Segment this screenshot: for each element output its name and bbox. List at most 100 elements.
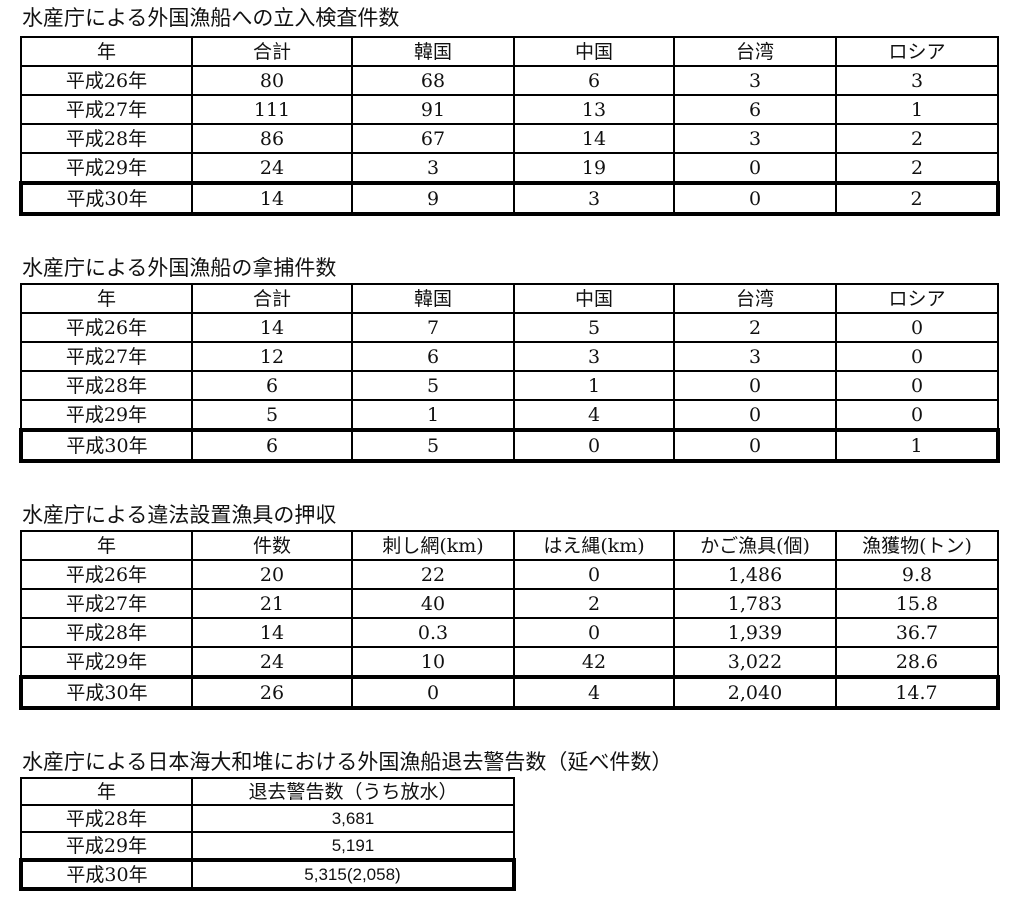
- year-cell: 平成26年: [20, 559, 193, 590]
- column-header: 年: [20, 777, 193, 806]
- value-cell: 3: [513, 341, 675, 372]
- value-cell: 28.6: [835, 646, 999, 678]
- value-cell: 68: [351, 65, 515, 96]
- value-cell: 3: [835, 65, 999, 96]
- table-row: 平成30年 26 0 4 2,040 14.7: [19, 675, 1000, 710]
- value-cell: 2: [835, 181, 1000, 216]
- value-cell: 1: [835, 428, 1000, 463]
- data-table: 年合計 韓国 中国 台湾 ロシア 平成26年 80 68 6 3 3 平成27年 111 91 13 6 1 平成…: [19, 36, 1000, 216]
- year-cell: 平成30年: [19, 858, 193, 891]
- year-cell: 平成27年: [20, 94, 193, 125]
- year-cell: 平成26年: [20, 312, 193, 343]
- value-cell: 67: [351, 123, 515, 154]
- table-row: 平成29年 24 10 42 3,022 28.6: [20, 646, 999, 678]
- value-cell: 6: [513, 65, 675, 96]
- column-header: 中国: [513, 283, 675, 314]
- year-cell: 平成28年: [20, 804, 193, 833]
- column-header: 漁獲物(トン): [835, 530, 999, 561]
- year-cell: 平成30年: [19, 675, 193, 710]
- value-cell: 14: [191, 181, 353, 216]
- value-cell: 0: [351, 675, 515, 710]
- value-cell: 2: [835, 152, 999, 184]
- value-cell: 4: [513, 399, 675, 431]
- value-cell: 3,681: [191, 804, 515, 833]
- value-cell: 22: [351, 559, 515, 590]
- column-header: 台湾: [673, 36, 837, 67]
- table-row: 平成29年 24 3 19 0 2: [20, 152, 999, 184]
- data-table: 年合計 韓国 中国 台湾 ロシア 平成26年 14 7 5 2 0 平成27年 12 6 3 3 0 平成28年 6…: [19, 283, 1000, 463]
- column-header: かご漁具(個): [673, 530, 837, 561]
- value-cell: 0: [513, 617, 675, 648]
- value-cell: 91: [351, 94, 515, 125]
- value-cell: 5,191: [191, 831, 515, 861]
- column-header: ロシア: [835, 36, 999, 67]
- value-cell: 21: [191, 588, 353, 619]
- table-row: 平成28年 14 0.3 0 1,939 36.7: [20, 617, 999, 648]
- year-cell: 平成26年: [20, 65, 193, 96]
- table-row: 平成30年 6 5 0 0 1: [19, 428, 1000, 463]
- column-header: 刺し網(km): [351, 530, 515, 561]
- value-cell: 1: [513, 370, 675, 401]
- value-cell: 3: [673, 341, 837, 372]
- header-row: 年合計 韓国 中国 台湾 ロシア: [20, 283, 999, 314]
- value-cell: 0: [835, 341, 999, 372]
- value-cell: 6: [191, 428, 353, 463]
- table-row: 平成30年 5,315(2,058): [19, 858, 516, 891]
- value-cell: 14: [513, 123, 675, 154]
- table-row: 平成26年 80 68 6 3 3: [20, 65, 999, 96]
- value-cell: 3,022: [673, 646, 837, 678]
- value-cell: 0: [835, 399, 999, 431]
- year-cell: 平成29年: [20, 646, 193, 678]
- value-cell: 14.7: [835, 675, 1000, 710]
- value-cell: 3: [673, 65, 837, 96]
- column-header: ロシア: [835, 283, 999, 314]
- value-cell: 4: [513, 675, 675, 710]
- value-cell: 26: [191, 675, 353, 710]
- value-cell: 86: [191, 123, 353, 154]
- value-cell: 14: [191, 617, 353, 648]
- value-cell: 9.8: [835, 559, 999, 590]
- table-row: 平成27年 111 91 13 6 1: [20, 94, 999, 125]
- table-title: 水産庁による違法設置漁具の押収: [22, 503, 337, 527]
- value-cell: 24: [191, 152, 353, 184]
- value-cell: 6: [351, 341, 515, 372]
- table-title: 水産庁による外国漁船への立入検査件数: [22, 6, 400, 30]
- table-row: 平成28年 86 67 14 3 2: [20, 123, 999, 154]
- value-cell: 40: [351, 588, 515, 619]
- value-cell: 1,783: [673, 588, 837, 619]
- column-header: 中国: [513, 36, 675, 67]
- year-cell: 平成29年: [20, 831, 193, 861]
- value-cell: 12: [191, 341, 353, 372]
- value-cell: 20: [191, 559, 353, 590]
- value-cell: 0: [835, 312, 999, 343]
- column-header: 合計: [191, 283, 353, 314]
- value-cell: 19: [513, 152, 675, 184]
- value-cell: 1: [351, 399, 515, 431]
- value-cell: 13: [513, 94, 675, 125]
- column-header: 年: [20, 36, 193, 67]
- value-cell: 1,939: [673, 617, 837, 648]
- value-cell: 7: [351, 312, 515, 343]
- value-cell: 0: [513, 559, 675, 590]
- table-row: 平成29年 5,191: [20, 831, 515, 861]
- value-cell: 0: [673, 399, 837, 431]
- value-cell: 5: [351, 428, 515, 463]
- column-header: 台湾: [673, 283, 837, 314]
- value-cell: 0: [513, 428, 675, 463]
- year-cell: 平成29年: [20, 152, 193, 184]
- value-cell: 10: [351, 646, 515, 678]
- column-header: 退去警告数（うち放水）: [191, 777, 515, 806]
- table-row: 平成29年 5 1 4 0 0: [20, 399, 999, 431]
- data-table: 年件数 刺し網(km) はえ縄(km) かご漁具(個) 漁獲物(トン) 平成26年 20 22…: [19, 530, 1000, 710]
- value-cell: 0: [673, 428, 837, 463]
- table-row: 平成26年 14 7 5 2 0: [20, 312, 999, 343]
- data-table: 年退去警告数（うち放水） 平成28年 3,681 平成29年 5,191 平成30年 5,3…: [19, 777, 516, 891]
- value-cell: 0: [835, 370, 999, 401]
- year-cell: 平成28年: [20, 123, 193, 154]
- column-header: 年: [20, 530, 193, 561]
- value-cell: 2: [835, 123, 999, 154]
- year-cell: 平成27年: [20, 341, 193, 372]
- value-cell: 1,486: [673, 559, 837, 590]
- column-header: はえ縄(km): [513, 530, 675, 561]
- table-row: 平成26年 20 22 0 1,486 9.8: [20, 559, 999, 590]
